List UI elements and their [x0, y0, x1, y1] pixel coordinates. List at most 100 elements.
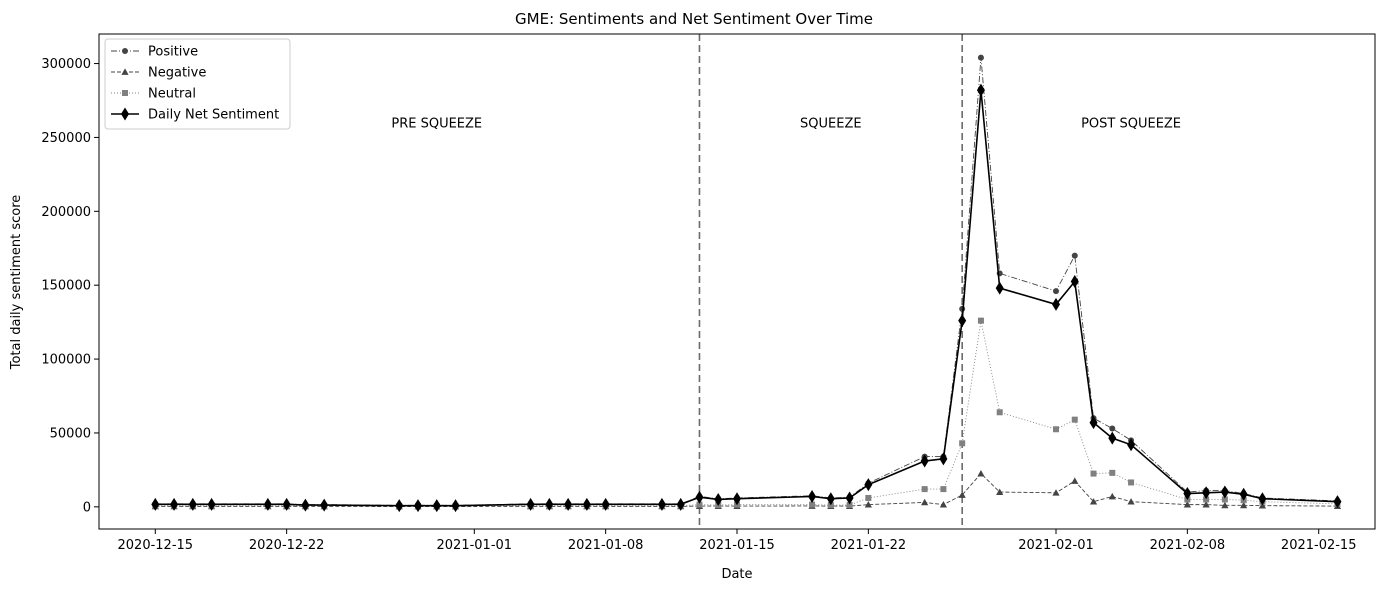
chart-title: GME: Sentiments and Net Sentiment Over T… — [515, 10, 873, 28]
data-point-neutral — [959, 440, 966, 447]
data-point-daily-net-sentiment — [207, 497, 216, 511]
data-point-negative — [1183, 501, 1191, 508]
data-point-positive — [1071, 252, 1078, 259]
data-point-negative — [1108, 492, 1116, 500]
data-point-negative — [921, 498, 929, 506]
data-point-daily-net-sentiment — [432, 499, 441, 513]
data-point-neutral — [996, 409, 1003, 416]
data-point-daily-net-sentiment — [939, 452, 948, 466]
series-line-neutral — [155, 320, 1338, 507]
x-tick-label: 2021-02-15 — [1281, 538, 1357, 553]
data-point-daily-net-sentiment — [282, 497, 291, 511]
x-tick-label: 2021-01-08 — [568, 538, 644, 553]
data-point-positive — [1109, 425, 1116, 432]
data-point-daily-net-sentiment — [808, 489, 817, 503]
data-point-neutral — [696, 501, 703, 508]
data-point-daily-net-sentiment — [188, 497, 197, 511]
data-point-daily-net-sentiment — [714, 492, 723, 506]
y-tick-label: 0 — [83, 500, 91, 515]
x-tick-label: 2020-12-15 — [118, 538, 194, 553]
data-point-daily-net-sentiment — [958, 314, 967, 328]
data-point-neutral — [921, 486, 928, 493]
axes: 2020-12-15 2020-12-22 2021-01-01 2021-01-08… — [41, 57, 1356, 553]
data-point-daily-net-sentiment — [601, 497, 610, 511]
x-tick-label: 2021-01-15 — [699, 538, 775, 553]
y-tick-label: 150000 — [41, 279, 91, 294]
data-point-daily-net-sentiment — [1108, 431, 1117, 445]
data-point-daily-net-sentiment — [564, 497, 573, 511]
data-point-daily-net-sentiment — [1183, 487, 1192, 501]
legend-label-daily-net-sentiment: Daily Net Sentiment — [148, 108, 279, 123]
data-point-daily-net-sentiment — [1202, 486, 1211, 500]
series-neutral — [152, 317, 1341, 510]
data-point-negative — [1221, 501, 1229, 509]
data-point-daily-net-sentiment — [657, 497, 666, 511]
legend-marker-negative — [121, 68, 129, 75]
data-point-neutral — [940, 486, 947, 493]
data-point-daily-net-sentiment — [1258, 492, 1267, 506]
data-point-daily-net-sentiment — [826, 492, 835, 506]
legend-label-positive: Positive — [148, 45, 198, 60]
data-point-neutral — [1128, 479, 1135, 486]
series-line-daily-net-sentiment — [155, 90, 1338, 507]
data-point-neutral — [1090, 470, 1097, 477]
data-point-daily-net-sentiment — [263, 497, 272, 511]
data-point-neutral — [1071, 416, 1078, 423]
data-point-neutral — [1109, 469, 1116, 476]
data-point-daily-net-sentiment — [1333, 495, 1342, 509]
data-point-negative — [958, 491, 966, 498]
y-tick-label: 50000 — [50, 426, 91, 441]
legend-item-neutral: Neutral — [111, 87, 196, 102]
data-point-neutral — [1203, 496, 1210, 503]
data-point-daily-net-sentiment — [920, 454, 929, 468]
data-point-neutral — [1221, 496, 1228, 503]
data-point-daily-net-sentiment — [845, 491, 854, 505]
y-tick-label: 250000 — [41, 131, 91, 146]
data-point-daily-net-sentiment — [170, 497, 179, 511]
phase-label-1: PRE SQUEEZE — [391, 117, 482, 132]
x-tick-label: 2021-01-01 — [437, 538, 513, 553]
data-point-negative — [1258, 502, 1267, 509]
data-point-daily-net-sentiment — [1052, 297, 1060, 311]
data-point-negative — [939, 501, 948, 508]
series-daily-net-sentiment — [151, 83, 1342, 513]
y-tick-label: 200000 — [41, 205, 91, 220]
data-point-negative — [864, 501, 872, 508]
data-point-neutral — [1053, 426, 1059, 433]
data-point-neutral — [977, 317, 984, 324]
x-tick-label: 2021-01-22 — [831, 538, 907, 553]
phase-label-3: POST SQUEEZE — [1081, 117, 1181, 132]
legend-item-negative: Negative — [111, 66, 206, 81]
data-point-neutral — [865, 494, 872, 501]
data-point-daily-net-sentiment — [414, 499, 422, 513]
data-point-daily-net-sentiment — [151, 497, 160, 511]
plot-area: PRE SQUEEZE SQUEEZE POST SQUEEZE — [151, 34, 1342, 529]
y-axis-title: Total daily sentiment score — [9, 195, 24, 371]
data-point-negative — [1202, 501, 1210, 508]
data-point-negative — [1240, 501, 1248, 509]
data-point-daily-net-sentiment — [1127, 438, 1136, 452]
data-point-daily-net-sentiment — [1089, 416, 1098, 430]
data-point-daily-net-sentiment — [451, 499, 460, 513]
legend: Positive Negative Neutral Daily Net Sentime… — [104, 38, 291, 130]
data-point-daily-net-sentiment — [976, 83, 985, 97]
legend-item-positive: Positive — [111, 45, 198, 60]
phase-label-2: SQUEEZE — [800, 117, 862, 132]
data-point-daily-net-sentiment — [320, 498, 329, 512]
data-point-daily-net-sentiment — [864, 478, 873, 492]
data-point-daily-net-sentiment — [1220, 485, 1229, 499]
data-point-daily-net-sentiment — [545, 497, 554, 511]
data-point-negative — [977, 469, 985, 477]
data-point-daily-net-sentiment — [582, 497, 591, 511]
data-point-negative — [1071, 477, 1079, 484]
legend-label-negative: Negative — [148, 66, 206, 81]
legend-item-daily-net-sentiment: Daily Net Sentiment — [111, 107, 279, 123]
data-point-daily-net-sentiment — [995, 281, 1004, 295]
data-point-negative — [996, 488, 1004, 495]
series-negative — [151, 469, 1342, 510]
data-point-daily-net-sentiment — [301, 498, 310, 512]
x-tick-label: 2020-12-22 — [249, 538, 325, 553]
x-axis-title: Date — [721, 567, 752, 582]
data-point-neutral — [846, 502, 853, 509]
